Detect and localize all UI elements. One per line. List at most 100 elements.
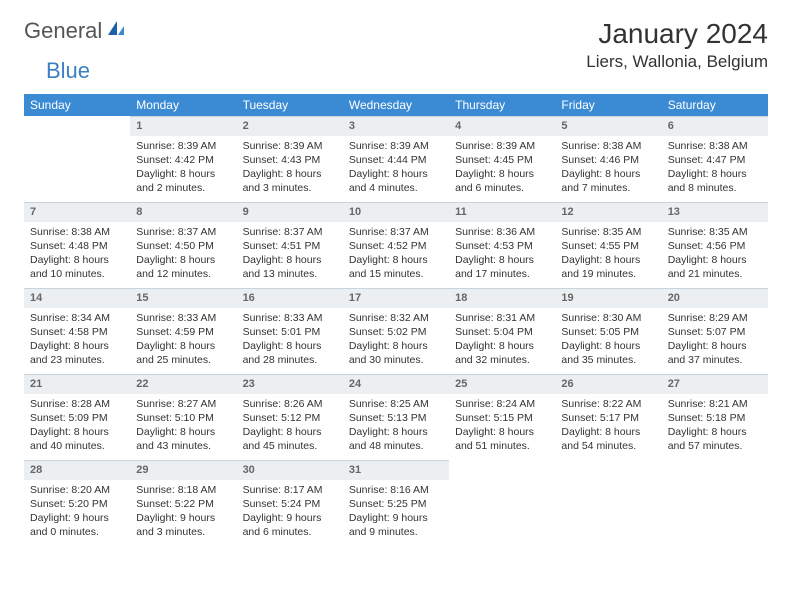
calendar-cell xyxy=(555,460,661,546)
day-content: Sunrise: 8:27 AMSunset: 5:10 PMDaylight:… xyxy=(130,395,236,458)
sunset-text: Sunset: 4:58 PM xyxy=(30,325,124,339)
sunrise-text: Sunrise: 8:31 AM xyxy=(455,311,549,325)
day-header: Friday xyxy=(555,94,661,116)
day-number: 13 xyxy=(662,202,768,223)
calendar-cell: 13Sunrise: 8:35 AMSunset: 4:56 PMDayligh… xyxy=(662,202,768,288)
sunrise-text: Sunrise: 8:30 AM xyxy=(561,311,655,325)
calendar-cell: 10Sunrise: 8:37 AMSunset: 4:52 PMDayligh… xyxy=(343,202,449,288)
sunrise-text: Sunrise: 8:16 AM xyxy=(349,483,443,497)
sunrise-text: Sunrise: 8:24 AM xyxy=(455,397,549,411)
daylight-text: Daylight: 8 hours and 21 minutes. xyxy=(668,253,762,281)
day-header: Thursday xyxy=(449,94,555,116)
calendar-cell: 6Sunrise: 8:38 AMSunset: 4:47 PMDaylight… xyxy=(662,116,768,202)
day-number: 14 xyxy=(24,288,130,309)
daylight-text: Daylight: 8 hours and 45 minutes. xyxy=(243,425,337,453)
sunrise-text: Sunrise: 8:39 AM xyxy=(349,139,443,153)
daylight-text: Daylight: 8 hours and 48 minutes. xyxy=(349,425,443,453)
day-header: Monday xyxy=(130,94,236,116)
calendar-body: 1Sunrise: 8:39 AMSunset: 4:42 PMDaylight… xyxy=(24,116,768,546)
day-content: Sunrise: 8:21 AMSunset: 5:18 PMDaylight:… xyxy=(662,395,768,458)
day-content: Sunrise: 8:33 AMSunset: 4:59 PMDaylight:… xyxy=(130,309,236,372)
sunrise-text: Sunrise: 8:32 AM xyxy=(349,311,443,325)
day-number: 27 xyxy=(662,374,768,395)
day-number: 5 xyxy=(555,116,661,137)
calendar-cell: 24Sunrise: 8:25 AMSunset: 5:13 PMDayligh… xyxy=(343,374,449,460)
sunset-text: Sunset: 5:24 PM xyxy=(243,497,337,511)
sunset-text: Sunset: 5:01 PM xyxy=(243,325,337,339)
sunset-text: Sunset: 4:50 PM xyxy=(136,239,230,253)
calendar-cell: 23Sunrise: 8:26 AMSunset: 5:12 PMDayligh… xyxy=(237,374,343,460)
sunset-text: Sunset: 4:56 PM xyxy=(668,239,762,253)
day-content: Sunrise: 8:37 AMSunset: 4:52 PMDaylight:… xyxy=(343,223,449,286)
day-content: Sunrise: 8:24 AMSunset: 5:15 PMDaylight:… xyxy=(449,395,555,458)
sunset-text: Sunset: 4:45 PM xyxy=(455,153,549,167)
sunrise-text: Sunrise: 8:34 AM xyxy=(30,311,124,325)
day-content: Sunrise: 8:35 AMSunset: 4:55 PMDaylight:… xyxy=(555,223,661,286)
calendar-cell: 11Sunrise: 8:36 AMSunset: 4:53 PMDayligh… xyxy=(449,202,555,288)
daylight-text: Daylight: 8 hours and 57 minutes. xyxy=(668,425,762,453)
calendar-cell xyxy=(662,460,768,546)
sunrise-text: Sunrise: 8:35 AM xyxy=(561,225,655,239)
daylight-text: Daylight: 9 hours and 0 minutes. xyxy=(30,511,124,539)
sunset-text: Sunset: 5:17 PM xyxy=(561,411,655,425)
day-number: 31 xyxy=(343,460,449,481)
sunset-text: Sunset: 4:43 PM xyxy=(243,153,337,167)
sunrise-text: Sunrise: 8:22 AM xyxy=(561,397,655,411)
day-number: 21 xyxy=(24,374,130,395)
daylight-text: Daylight: 8 hours and 3 minutes. xyxy=(243,167,337,195)
day-number: 24 xyxy=(343,374,449,395)
sunrise-text: Sunrise: 8:33 AM xyxy=(136,311,230,325)
day-content: Sunrise: 8:17 AMSunset: 5:24 PMDaylight:… xyxy=(237,481,343,544)
calendar-cell: 28Sunrise: 8:20 AMSunset: 5:20 PMDayligh… xyxy=(24,460,130,546)
calendar-cell: 8Sunrise: 8:37 AMSunset: 4:50 PMDaylight… xyxy=(130,202,236,288)
daylight-text: Daylight: 8 hours and 8 minutes. xyxy=(668,167,762,195)
sunrise-text: Sunrise: 8:21 AM xyxy=(668,397,762,411)
day-content: Sunrise: 8:33 AMSunset: 5:01 PMDaylight:… xyxy=(237,309,343,372)
sunrise-text: Sunrise: 8:17 AM xyxy=(243,483,337,497)
day-number: 25 xyxy=(449,374,555,395)
day-content: Sunrise: 8:39 AMSunset: 4:43 PMDaylight:… xyxy=(237,137,343,200)
sunset-text: Sunset: 4:47 PM xyxy=(668,153,762,167)
calendar-week: 7Sunrise: 8:38 AMSunset: 4:48 PMDaylight… xyxy=(24,202,768,288)
sunrise-text: Sunrise: 8:18 AM xyxy=(136,483,230,497)
sunrise-text: Sunrise: 8:25 AM xyxy=(349,397,443,411)
sunrise-text: Sunrise: 8:38 AM xyxy=(30,225,124,239)
page-title: January 2024 xyxy=(586,18,768,50)
day-header: Saturday xyxy=(662,94,768,116)
daylight-text: Daylight: 8 hours and 43 minutes. xyxy=(136,425,230,453)
sunset-text: Sunset: 4:51 PM xyxy=(243,239,337,253)
day-number: 4 xyxy=(449,116,555,137)
daylight-text: Daylight: 8 hours and 54 minutes. xyxy=(561,425,655,453)
logo-text-blue: Blue xyxy=(46,58,90,83)
daylight-text: Daylight: 8 hours and 30 minutes. xyxy=(349,339,443,367)
sunrise-text: Sunrise: 8:29 AM xyxy=(668,311,762,325)
day-content: Sunrise: 8:38 AMSunset: 4:46 PMDaylight:… xyxy=(555,137,661,200)
day-header: Tuesday xyxy=(237,94,343,116)
day-number: 12 xyxy=(555,202,661,223)
calendar-cell: 14Sunrise: 8:34 AMSunset: 4:58 PMDayligh… xyxy=(24,288,130,374)
sunset-text: Sunset: 5:18 PM xyxy=(668,411,762,425)
calendar-cell: 16Sunrise: 8:33 AMSunset: 5:01 PMDayligh… xyxy=(237,288,343,374)
day-content: Sunrise: 8:39 AMSunset: 4:45 PMDaylight:… xyxy=(449,137,555,200)
daylight-text: Daylight: 8 hours and 6 minutes. xyxy=(455,167,549,195)
day-content: Sunrise: 8:20 AMSunset: 5:20 PMDaylight:… xyxy=(24,481,130,544)
calendar-header-row: SundayMondayTuesdayWednesdayThursdayFrid… xyxy=(24,94,768,116)
calendar-cell: 20Sunrise: 8:29 AMSunset: 5:07 PMDayligh… xyxy=(662,288,768,374)
sunrise-text: Sunrise: 8:20 AM xyxy=(30,483,124,497)
sunset-text: Sunset: 5:10 PM xyxy=(136,411,230,425)
calendar-cell: 17Sunrise: 8:32 AMSunset: 5:02 PMDayligh… xyxy=(343,288,449,374)
day-header: Wednesday xyxy=(343,94,449,116)
sunset-text: Sunset: 5:20 PM xyxy=(30,497,124,511)
day-number: 2 xyxy=(237,116,343,137)
day-content: Sunrise: 8:32 AMSunset: 5:02 PMDaylight:… xyxy=(343,309,449,372)
daylight-text: Daylight: 8 hours and 51 minutes. xyxy=(455,425,549,453)
calendar-cell: 27Sunrise: 8:21 AMSunset: 5:18 PMDayligh… xyxy=(662,374,768,460)
daylight-text: Daylight: 8 hours and 2 minutes. xyxy=(136,167,230,195)
daylight-text: Daylight: 8 hours and 13 minutes. xyxy=(243,253,337,281)
logo-sail-icon xyxy=(106,19,126,44)
calendar-cell: 2Sunrise: 8:39 AMSunset: 4:43 PMDaylight… xyxy=(237,116,343,202)
calendar-cell xyxy=(449,460,555,546)
sunset-text: Sunset: 5:09 PM xyxy=(30,411,124,425)
day-number: 26 xyxy=(555,374,661,395)
daylight-text: Daylight: 8 hours and 25 minutes. xyxy=(136,339,230,367)
